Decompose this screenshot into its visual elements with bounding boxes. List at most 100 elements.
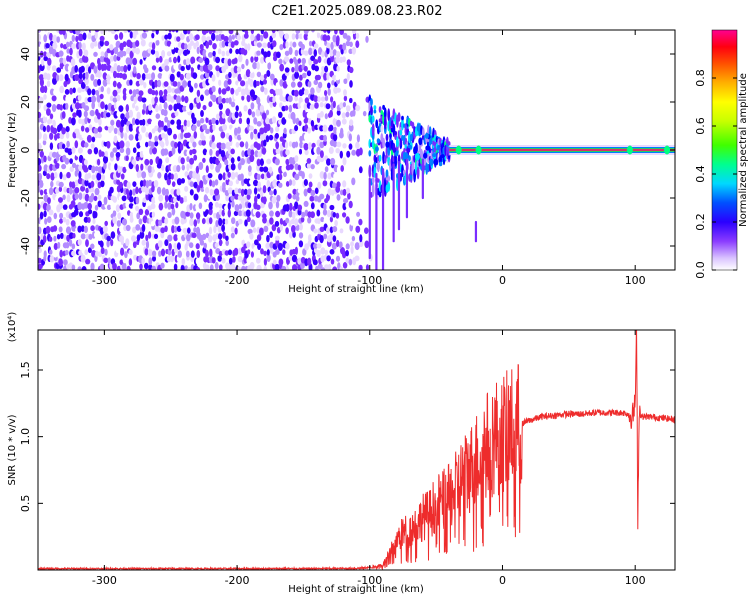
spectrogram-cell <box>253 117 258 125</box>
spectrogram-cell <box>256 173 261 181</box>
spectrogram-cell <box>235 179 240 185</box>
spectrogram-cell <box>307 142 313 150</box>
spectrogram-cell <box>321 43 326 50</box>
spectrogram-cell <box>211 32 216 42</box>
spectrogram-cell <box>70 220 76 227</box>
spectrogram-cell <box>438 156 443 164</box>
spectrogram-cell <box>121 262 127 270</box>
spectrogram-cell <box>241 178 245 187</box>
spectrogram-cell <box>90 192 95 201</box>
spectrogram-cell <box>245 209 251 217</box>
carrier-blob <box>664 145 671 155</box>
spectrogram-cell <box>261 147 267 155</box>
spectrogram-cell <box>58 226 63 233</box>
spectrogram-cell <box>173 225 178 233</box>
spectrogram-cell <box>170 255 174 263</box>
spectrogram-cell <box>342 188 347 196</box>
spectrogram-cell <box>343 78 348 85</box>
spectrogram-cell <box>334 30 338 35</box>
spectrogram-cell <box>347 87 353 95</box>
spectrogram-cell <box>269 190 274 196</box>
spectrogram-cell <box>194 82 198 89</box>
spectrogram-cell <box>208 226 213 235</box>
spectrogram-cell <box>99 39 104 47</box>
spectrogram-cell <box>238 224 243 231</box>
spectrogram-cell <box>189 203 193 211</box>
spectrogram-cell <box>394 131 397 136</box>
spectrogram-cell <box>183 30 188 35</box>
spectrogram-cell <box>106 58 111 66</box>
spectrogram-cell <box>94 204 99 211</box>
spectrogram-cell <box>217 224 222 233</box>
spectrogram-cell <box>301 72 307 79</box>
spectrogram-cell <box>158 103 162 112</box>
spectrogram-cell <box>321 50 325 58</box>
spectrogram-cell <box>339 56 344 63</box>
spectrogram-cell <box>38 226 42 235</box>
spectrogram-cell <box>234 147 240 156</box>
spectrogram-cell <box>113 40 117 48</box>
spectrogram-cell <box>119 226 124 233</box>
spectrogram-cell <box>173 247 179 254</box>
spectrogram-cell <box>207 173 213 179</box>
spectrogram-cell <box>230 171 236 180</box>
spectrogram-cell <box>349 217 355 226</box>
spectrogram-cell <box>202 175 207 181</box>
spectrogram-cell <box>225 97 230 104</box>
spectrogram-cell <box>316 146 321 155</box>
spectrogram-cell <box>77 239 82 246</box>
spectrogram-cell <box>272 179 278 188</box>
spectrogram-cell <box>151 119 156 127</box>
spectrogram-cell <box>342 72 347 79</box>
spectrogram-cell <box>97 78 102 86</box>
spectrogram-cell <box>269 100 274 108</box>
spectrogram-cell <box>107 257 111 265</box>
spectrogram-cell <box>260 30 264 35</box>
spectrogram-cell <box>112 80 117 88</box>
spectrogram-cell <box>71 181 76 189</box>
spectrogram-cell <box>203 242 207 249</box>
spectrogram-cell <box>185 63 191 71</box>
spectrogram-cell <box>263 51 268 58</box>
spectrogram-cell <box>87 148 93 155</box>
spectrogram-cell <box>129 196 134 203</box>
spectrogram-cell <box>215 65 220 72</box>
spectrogram-cell <box>97 126 103 133</box>
spectrogram-cell <box>69 87 73 95</box>
colorbar: 0.00.20.40.60.8 Normalized spectral ampl… <box>694 29 749 279</box>
spectrogram-cell <box>116 94 121 102</box>
spectrogram-cell <box>48 187 54 196</box>
spectrogram-cell <box>351 235 356 242</box>
spectrogram-cell <box>263 166 269 173</box>
spectrogram-cell <box>38 197 41 203</box>
spectrogram-cell <box>184 43 188 50</box>
spectrogram-cell <box>192 62 198 69</box>
spectrogram-cell <box>151 265 157 270</box>
spectrogram-cell <box>138 208 144 215</box>
spectrogram-cell <box>300 216 305 223</box>
spectrogram-cell <box>213 225 217 234</box>
spectrogram-cell <box>154 125 159 132</box>
spectrogram-cell <box>236 95 242 102</box>
spectrogram-cell <box>266 70 271 77</box>
y-tick-label: 1.0 <box>19 428 32 446</box>
spectrogram-cell <box>432 153 437 158</box>
spectrogram-y-label: Frequency (Hz) <box>7 112 18 188</box>
spectrogram-cell <box>38 203 41 210</box>
spectrogram-cell <box>47 197 51 205</box>
spectrogram-cell <box>65 177 70 186</box>
spectrogram-cell <box>263 73 267 80</box>
spectrogram-cell <box>126 265 131 270</box>
spectrogram-cell <box>119 147 125 153</box>
spectrogram-cell <box>207 64 213 71</box>
spectrogram-cell <box>163 89 168 96</box>
spectrogram-cell <box>109 44 114 51</box>
spectrogram-cell <box>173 243 177 249</box>
spectrogram-cell <box>225 50 230 57</box>
spectrogram-cell <box>189 189 194 196</box>
spectrogram-cell <box>173 133 177 140</box>
spectrogram-cell <box>215 119 219 126</box>
spectrogram-cell <box>317 218 321 225</box>
spectrogram-cell <box>291 66 295 73</box>
spectrogram-cell <box>320 216 325 223</box>
